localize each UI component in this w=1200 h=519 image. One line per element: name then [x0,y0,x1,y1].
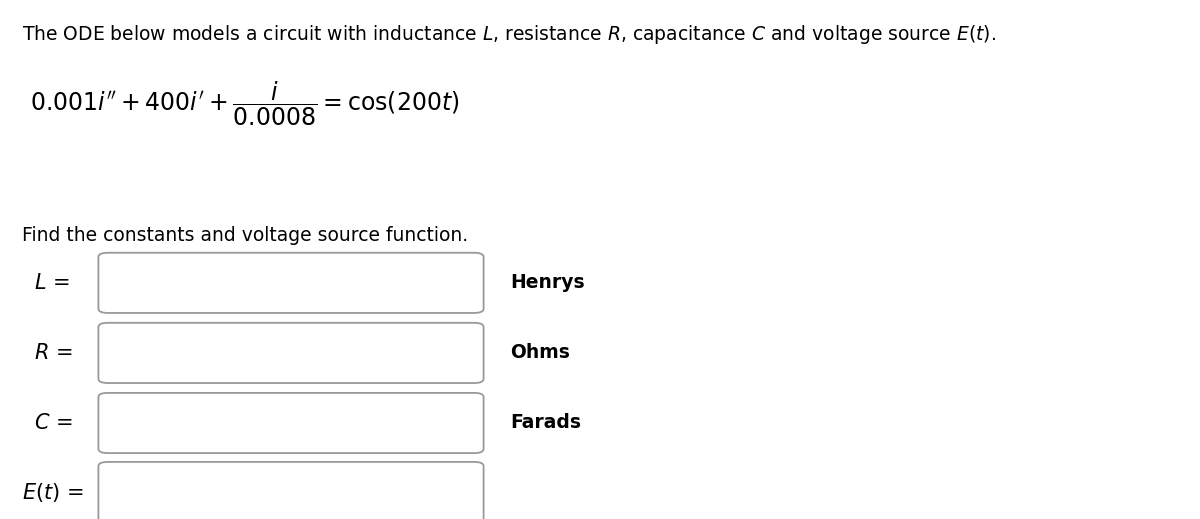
Text: $C$ =: $C$ = [34,413,72,433]
Text: $R$ =: $R$ = [34,343,72,363]
Text: Farads: Farads [510,414,581,432]
Text: Henrys: Henrys [510,274,584,292]
Text: Find the constants and voltage source function.: Find the constants and voltage source fu… [22,226,468,245]
Text: The ODE below models a circuit with inductance $L$, resistance $R$, capacitance : The ODE below models a circuit with indu… [22,23,996,46]
Text: Ohms: Ohms [510,344,570,362]
Text: $E(t)$ =: $E(t)$ = [22,481,83,503]
Text: $0.001i''+400i'+\dfrac{i}{0.0008} = \cos(200t)$: $0.001i''+400i'+\dfrac{i}{0.0008} = \cos… [30,79,460,128]
Text: $L$ =: $L$ = [34,273,70,293]
